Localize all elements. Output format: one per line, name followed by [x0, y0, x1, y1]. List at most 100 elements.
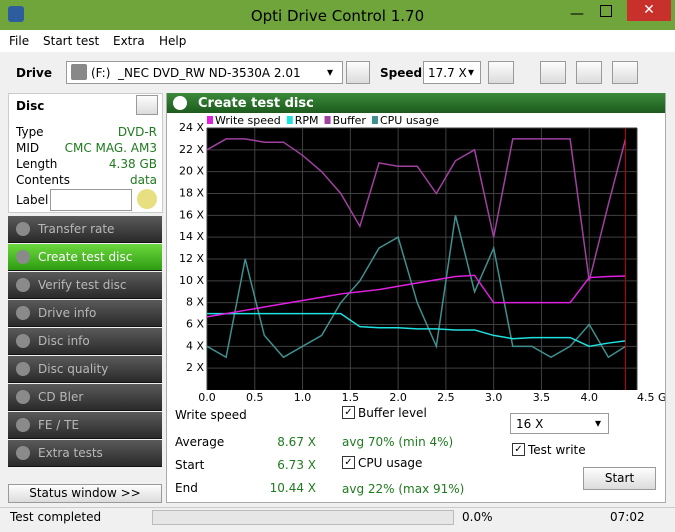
nav-label: Verify test disc	[38, 278, 127, 292]
legend-swatch	[286, 116, 293, 124]
buffer-avg: avg 70% (min 4%)	[342, 435, 454, 449]
y-tick-label: 16 X	[179, 208, 204, 221]
minimize[interactable]: —	[570, 6, 584, 22]
save-button[interactable]	[612, 61, 638, 84]
nav-button[interactable]: Drive info	[8, 300, 162, 327]
stat-key: End	[175, 481, 198, 495]
legend-swatch	[207, 116, 213, 124]
panel-title: Create test disc	[198, 96, 314, 111]
nav-button[interactable]: Verify test disc	[8, 272, 162, 299]
label-button[interactable]	[137, 189, 157, 209]
y-tick-label: 10 X	[179, 274, 204, 287]
nav-button[interactable]: FE / TE	[8, 412, 162, 439]
stat-key: Average	[175, 435, 225, 449]
disc-title: Disc	[16, 99, 45, 113]
status-message: Test completed	[10, 510, 102, 524]
nav-button[interactable]: Disc info	[8, 328, 162, 355]
nav-label: Disc info	[38, 334, 90, 348]
start-button[interactable]: Start	[583, 467, 656, 490]
menu-bar	[0, 30, 675, 52]
x-tick-label: 4.0	[580, 391, 598, 404]
buffer-level-label: Buffer level	[358, 406, 427, 420]
nav-button[interactable]: Create test disc	[8, 244, 162, 271]
label-label: Label	[16, 193, 49, 207]
y-tick-label: 12 X	[179, 252, 204, 265]
buffer-checkbox[interactable]: ✓	[342, 406, 355, 419]
progress-bar	[152, 510, 454, 525]
speed-select[interactable]: 17.7 X ▾	[423, 61, 481, 84]
y-tick-label: 2 X	[186, 361, 204, 374]
nav-button[interactable]: Disc quality	[8, 356, 162, 383]
progress-text: 0.0%	[462, 510, 493, 524]
nav-button[interactable]: CD Bler	[8, 384, 162, 411]
y-tick-label: 22 X	[179, 143, 204, 156]
x-tick-label: 2.0	[389, 391, 407, 404]
config-button[interactable]	[576, 61, 602, 84]
maximize[interactable]	[600, 5, 612, 17]
series-line	[206, 138, 627, 282]
y-tick-label: 24 X	[179, 121, 204, 134]
write-speed-select[interactable]: 16 X ▾	[510, 413, 609, 434]
close[interactable]: ✕	[627, 0, 671, 21]
nav-label: Drive info	[38, 306, 97, 320]
erase-button[interactable]	[540, 61, 566, 84]
nav-label: Transfer rate	[38, 222, 115, 236]
nav-label: CD Bler	[38, 390, 84, 404]
x-tick-label: 2.5	[437, 391, 455, 404]
legend-label: RPM	[295, 114, 319, 127]
refresh-button[interactable]	[488, 61, 514, 84]
y-tick-label: 20 X	[179, 165, 204, 178]
x-tick-label: 1.0	[294, 391, 312, 404]
speed-value: 17.7 X	[428, 66, 467, 80]
cpu-usage-label: CPU usage	[358, 456, 423, 470]
disc-key: Contents	[16, 173, 70, 187]
nav-label: FE / TE	[38, 418, 80, 432]
nav-label: Create test disc	[38, 250, 133, 264]
disc-key: Type	[16, 125, 44, 139]
menu-item[interactable]: Extra	[113, 34, 145, 48]
cpu-checkbox[interactable]: ✓	[342, 456, 355, 469]
app-icon	[8, 6, 24, 22]
status-time: 07:02	[610, 510, 645, 524]
x-tick-label: 0.5	[246, 391, 264, 404]
disc-value: CMC MAG. AM3	[64, 141, 157, 155]
stats-heading: Write speed	[175, 408, 247, 422]
y-tick-label: 6 X	[186, 318, 204, 331]
x-tick-label: 3.5	[533, 391, 551, 404]
y-tick-label: 8 X	[186, 296, 204, 309]
legend-swatch	[371, 116, 378, 124]
nav-label: Extra tests	[38, 446, 103, 460]
disc-key: Length	[16, 157, 58, 171]
write-speed-value: 16 X	[516, 417, 544, 431]
series-line	[206, 274, 626, 318]
disc-value: 4.38 GB	[108, 157, 157, 171]
disc-value: data	[129, 173, 157, 187]
title-bar	[0, 0, 675, 30]
menu-item[interactable]: File	[9, 34, 30, 48]
disc-refresh[interactable]	[136, 95, 158, 115]
eject-button[interactable]	[346, 61, 370, 84]
legend-swatch	[324, 116, 331, 124]
menu-item[interactable]: Help	[159, 34, 187, 48]
chart: 2 X 4 X 6 X 8 X 10 X 12 X 14 X 16 X 18 X 20 X 22 X…	[179, 114, 665, 404]
test-write-checkbox[interactable]: ✓	[512, 443, 525, 456]
cpu-avg: avg 22% (max 91%)	[342, 482, 465, 496]
stat-value: 10.44 X	[269, 481, 316, 495]
stat-key: Start	[175, 458, 205, 472]
drive-value: (F:) _NEC DVD_RW ND-3530A 2.01	[91, 66, 301, 80]
test-write-label: Test write	[528, 443, 586, 457]
menu-item[interactable]: Start test	[43, 34, 100, 48]
drive-select[interactable]: (F:) _NEC DVD_RW ND-3530A 2.01 ▾	[66, 61, 343, 84]
x-tick-label: 0.0	[198, 391, 216, 404]
nav-button[interactable]: Extra tests	[8, 440, 162, 467]
stat-value: 8.67 X	[277, 435, 316, 449]
drive-label: Drive	[16, 66, 52, 80]
status-window-button[interactable]: Status window >>	[8, 484, 162, 503]
series-line	[207, 312, 626, 348]
panel-icon	[173, 96, 187, 110]
nav-button[interactable]: Transfer rate	[8, 216, 162, 243]
stat-value: 6.73 X	[277, 458, 316, 472]
legend-label: Buffer	[333, 114, 367, 127]
label-input[interactable]	[50, 189, 132, 211]
